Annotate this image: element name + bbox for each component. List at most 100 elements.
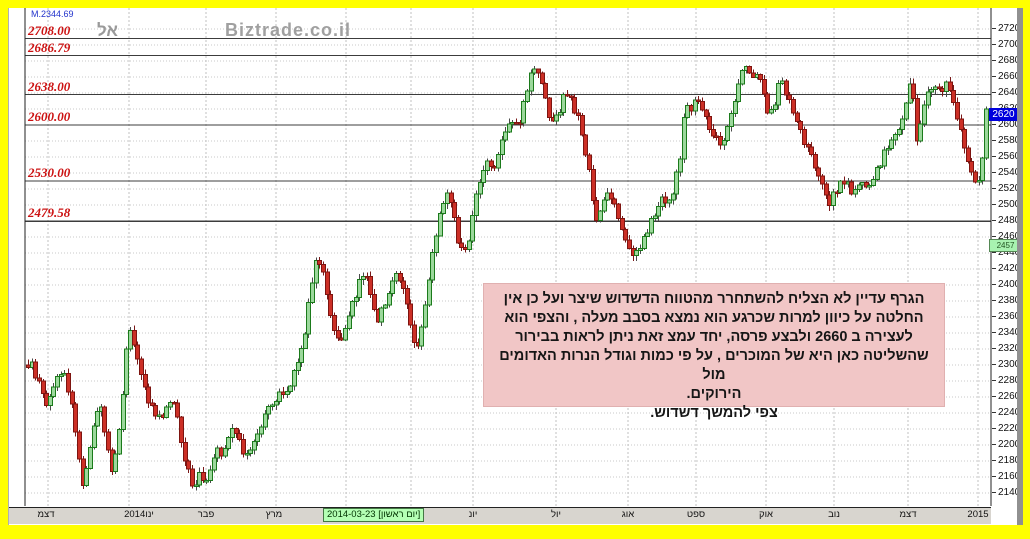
y-axis-tick-label: 2140 <box>991 487 1021 498</box>
x-axis-month-label: יונ <box>468 509 478 520</box>
candle-body <box>135 344 140 360</box>
candle-body <box>853 189 858 195</box>
candle-body <box>915 98 920 142</box>
y-axis-tick-label: 2720 <box>991 23 1021 34</box>
candle-body <box>347 315 352 329</box>
candle-body <box>292 369 297 387</box>
y-axis-tick-label: 2420 <box>991 263 1021 274</box>
x-axis-month-label: דצמ <box>899 509 917 520</box>
y-axis-tick-label: 2540 <box>991 167 1021 178</box>
candle-body <box>299 347 304 364</box>
candle-body <box>696 99 701 103</box>
x-axis-month-label: יול <box>551 509 561 520</box>
candle-body <box>831 191 836 207</box>
instrument-name-label: אל <box>97 21 118 40</box>
candle-body <box>532 68 537 74</box>
candle-body <box>634 249 639 257</box>
candle-body <box>430 252 435 281</box>
candle-body <box>419 326 424 347</box>
candle-body <box>113 453 118 473</box>
candle-body <box>904 102 909 120</box>
candle-body <box>153 404 158 417</box>
candle-body <box>197 472 202 486</box>
candle-body <box>350 300 355 317</box>
candle-body <box>620 218 625 230</box>
x-axis-strip[interactable] <box>9 507 991 524</box>
candle-body <box>940 88 945 93</box>
candle-body <box>521 100 526 124</box>
candle-body <box>776 82 781 106</box>
candle-body <box>700 100 705 111</box>
candle-body <box>44 392 49 407</box>
candle-body <box>594 200 599 221</box>
candle-body <box>893 134 898 141</box>
candle-body <box>33 361 38 379</box>
candle-body <box>725 125 730 142</box>
candle-body <box>88 447 93 469</box>
candle-body <box>682 116 687 160</box>
candle-body <box>944 81 949 93</box>
candle-body <box>503 131 508 141</box>
candle-body <box>514 121 519 125</box>
candle-body <box>139 358 144 376</box>
candle-body <box>73 403 78 433</box>
candle-body <box>354 296 359 302</box>
candle-body <box>718 136 723 146</box>
candle-body <box>667 199 672 204</box>
y-axis-tick-label: 2560 <box>991 151 1021 162</box>
candle-body <box>303 333 308 349</box>
candle-body <box>591 168 596 202</box>
candle-body <box>379 307 384 323</box>
candle-body <box>438 212 443 237</box>
candle-body <box>849 181 854 195</box>
candle-body <box>671 193 676 201</box>
candle-body <box>685 105 690 118</box>
candle-body <box>452 201 457 219</box>
candle-body <box>306 301 311 335</box>
selected-date-badge[interactable]: 2014-03-23 [יום ראשון] <box>323 508 425 522</box>
candle-body <box>368 276 373 296</box>
candle-body <box>496 154 501 169</box>
candle-body <box>751 72 756 78</box>
candle-body <box>449 192 454 203</box>
candle-body <box>62 373 67 376</box>
candle-body <box>128 329 133 350</box>
candle-body <box>911 83 916 100</box>
candle-body <box>459 242 464 248</box>
candle-body <box>168 401 173 408</box>
annotation-line: לעצירה ב 2660 ולבצע פרסה, יחד עמצ זאת ני… <box>515 329 913 345</box>
candle-body <box>37 377 42 382</box>
candle-body <box>838 180 843 193</box>
candle-body <box>124 348 129 395</box>
candle-body <box>773 104 778 110</box>
candle-body <box>412 324 417 343</box>
candle-body <box>929 88 934 93</box>
candle-body <box>973 171 978 183</box>
candle-body <box>339 337 344 341</box>
candle-body <box>405 288 410 305</box>
candle-body <box>492 166 497 169</box>
candle-body <box>259 426 264 435</box>
candle-body <box>343 327 348 341</box>
candle-body <box>769 108 774 114</box>
candle-body <box>51 386 56 397</box>
candle-body <box>285 391 290 396</box>
candle-body <box>372 294 377 311</box>
candle-body <box>489 160 494 168</box>
candle-body <box>900 118 905 130</box>
candle-body <box>587 154 592 170</box>
level-price-label: 2638.00 <box>28 78 71 94</box>
candle-body <box>984 108 989 159</box>
y-axis-tick-label: 2220 <box>991 423 1021 434</box>
candle-body <box>882 149 887 167</box>
y-axis-tick-label: 2380 <box>991 295 1021 306</box>
candle-body <box>765 93 770 114</box>
candle-body <box>485 160 490 171</box>
candle-body <box>955 102 960 120</box>
candle-body <box>653 215 658 219</box>
candle-body <box>543 83 548 99</box>
chart-area[interactable]: M.2344.69 אל Biztrade.co.il 2708.00 2686.… <box>8 8 1023 525</box>
candle-body <box>241 438 246 455</box>
candle-body <box>41 380 46 394</box>
moving-average-readout: M.2344.69 <box>31 9 74 19</box>
